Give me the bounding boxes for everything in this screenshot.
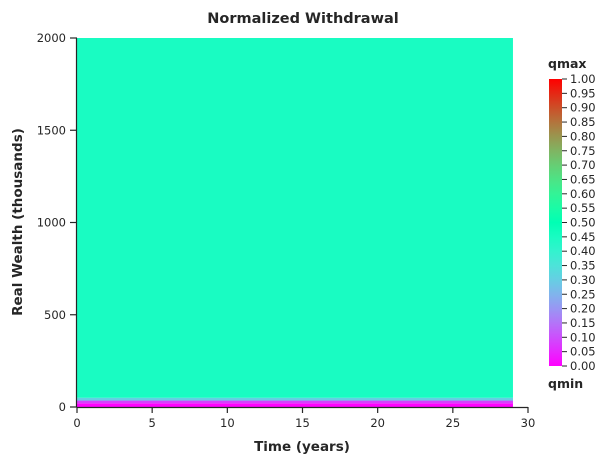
y-tick-label-2: 1000 [37,216,66,230]
colorbar-tick-label-10: 0.50 [570,216,596,230]
colorbar: 0.000.050.100.150.200.250.300.350.400.45… [549,72,596,373]
chart-title: Normalized Withdrawal [207,11,398,27]
colorbar-gradient [549,79,562,366]
colorbar-tick-label-4: 0.20 [570,302,596,316]
colorbar-tick-label-19: 0.95 [570,86,596,100]
colorbar-tick-label-1: 0.05 [570,345,596,359]
x-tick-label-4: 20 [370,416,385,430]
colorbar-tick-label-6: 0.30 [570,273,596,287]
colorbar-top-label: qmax [548,56,586,71]
heatmap-cells [77,38,513,407]
y-axis: 0 500 1000 1500 2000 [37,31,78,414]
x-tick-label-6: 30 [521,416,536,430]
colorbar-tick-label-16: 0.80 [570,129,596,143]
colorbar-tick-label-15: 0.75 [570,144,596,158]
heatmap-band-2 [77,397,513,401]
x-tick-label-1: 5 [149,416,156,430]
colorbar-tick-label-13: 0.65 [570,172,596,186]
colorbar-tick-label-17: 0.85 [570,115,596,129]
colorbar-bottom-label: qmin [548,376,583,391]
y-tick-label-4: 2000 [37,31,66,45]
x-axis: 0 5 10 15 20 25 30 [73,406,536,430]
heatmap-band-1 [77,400,513,404]
colorbar-tick-label-0: 0.00 [570,359,596,373]
x-tick-label-0: 0 [73,416,80,430]
x-tick-label-3: 15 [295,416,310,430]
x-tick-label-2: 10 [220,416,235,430]
colorbar-tick-label-20: 1.00 [570,72,596,86]
heatmap-band-0 [77,403,513,407]
colorbar-tick-label-14: 0.70 [570,158,596,172]
colorbar-tick-label-3: 0.15 [570,316,596,330]
heatmap-band-3 [77,38,513,398]
y-axis-label: Real Wealth (thousands) [10,128,26,316]
x-axis-label: Time (years) [254,439,350,455]
colorbar-tick-label-12: 0.60 [570,187,596,201]
x-tick-label-5: 25 [446,416,461,430]
colorbar-tick-label-18: 0.90 [570,101,596,115]
colorbar-tick-label-8: 0.40 [570,244,596,258]
colorbar-tick-label-9: 0.45 [570,230,596,244]
colorbar-tick-label-7: 0.35 [570,259,596,273]
colorbar-tick-label-11: 0.55 [570,201,596,215]
y-tick-label-3: 1500 [37,123,66,137]
y-tick-label-1: 500 [44,308,66,322]
y-tick-label-0: 0 [59,400,66,414]
colorbar-tick-label-2: 0.10 [570,330,596,344]
colorbar-tick-label-5: 0.25 [570,287,596,301]
